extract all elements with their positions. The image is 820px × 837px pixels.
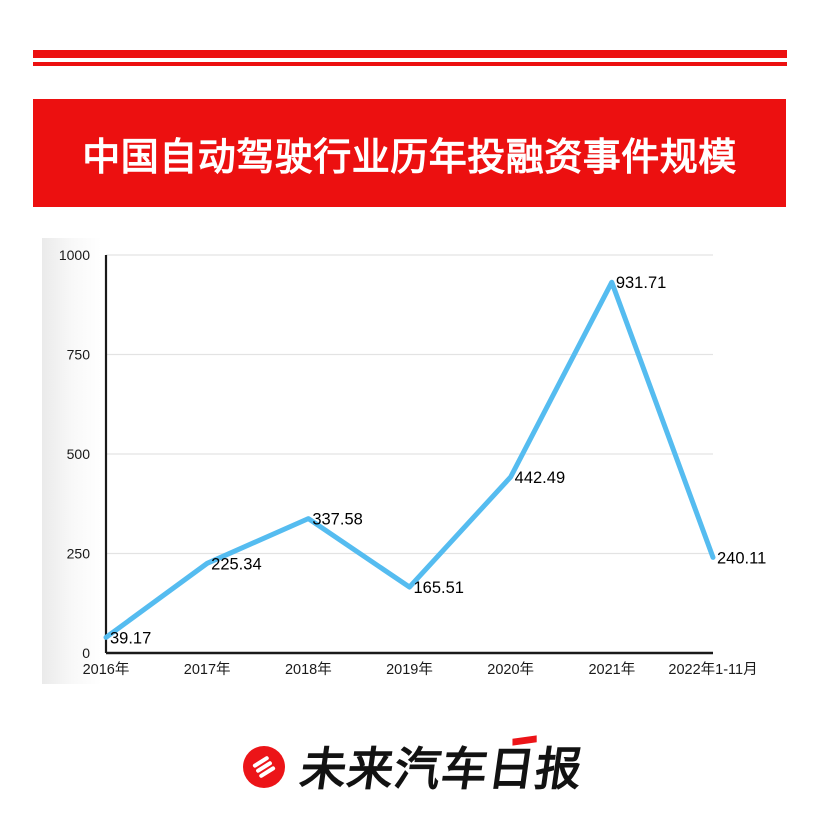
footer-logo-text: 未来汽车日报	[296, 733, 587, 799]
svg-text:2017年: 2017年	[184, 661, 231, 678]
svg-text:2021年: 2021年	[588, 661, 635, 678]
logo-text-accent: 日	[484, 733, 540, 799]
top-stripe-thin	[33, 62, 787, 66]
svg-text:337.58: 337.58	[312, 511, 362, 529]
page-title: 中国自动驾驶行业历年投融资事件规模	[82, 136, 737, 179]
svg-text:500: 500	[67, 446, 91, 462]
svg-text:1000: 1000	[59, 247, 90, 263]
svg-text:250: 250	[67, 546, 91, 562]
line-chart: 0 250 500 750 1000 2016年 2017年 2018年 2019年 2020年 2…	[59, 247, 766, 678]
svg-text:2020年: 2020年	[487, 661, 534, 678]
svg-text:240.11: 240.11	[717, 549, 766, 567]
title-banner: 中国自动驾驶行业历年投融资事件规模	[33, 99, 786, 207]
svg-text:2022年1-11月: 2022年1-11月	[668, 661, 757, 678]
svg-text:2016年: 2016年	[83, 661, 130, 678]
svg-text:442.49: 442.49	[515, 469, 565, 487]
svg-text:750: 750	[67, 347, 91, 363]
footer-logo: 未来汽车日报	[243, 733, 586, 799]
logo-text-post: 报	[531, 743, 587, 795]
logo-bars-glyph	[252, 755, 276, 779]
logo-text-pre: 未来汽车	[296, 743, 493, 795]
svg-text:2018年: 2018年	[285, 661, 332, 678]
svg-text:165.51: 165.51	[414, 579, 464, 597]
chart-panel: 0 250 500 750 1000 2016年 2017年 2018年 2019年 2020年 2…	[42, 238, 786, 684]
svg-text:0: 0	[82, 645, 90, 661]
svg-text:39.17: 39.17	[110, 629, 151, 647]
top-stripe-thick	[33, 50, 787, 58]
future-auto-daily-logo-icon	[243, 746, 285, 788]
svg-text:2019年: 2019年	[386, 661, 433, 678]
svg-text:225.34: 225.34	[211, 555, 261, 573]
svg-text:931.71: 931.71	[616, 274, 666, 292]
